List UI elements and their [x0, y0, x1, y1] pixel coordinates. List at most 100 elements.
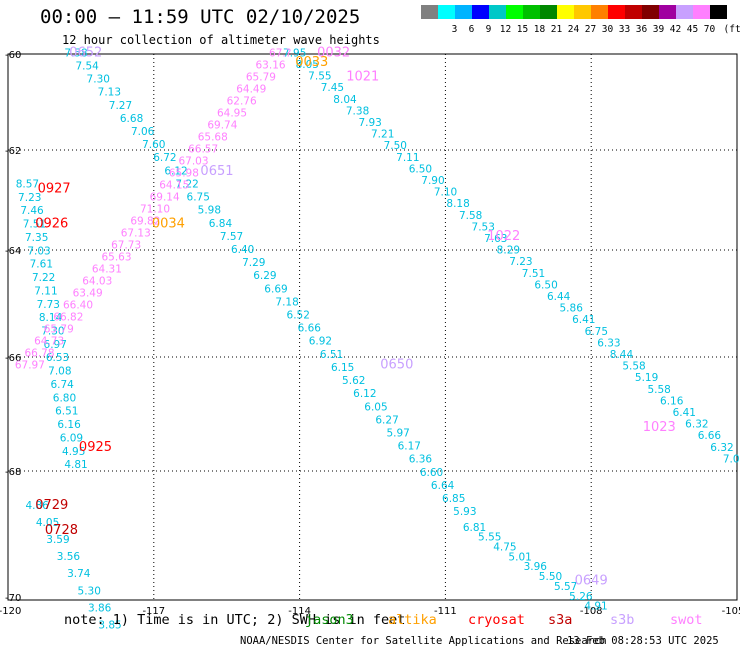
wave-height-value: 67.? [269, 47, 291, 59]
longitude-label: -120 [0, 606, 21, 617]
latitude-label: -66 [5, 353, 21, 364]
wave-height-value: 3.59 [46, 534, 69, 546]
wave-height-value: 4.75 [493, 542, 516, 554]
satellite-legend-item: swot [670, 612, 703, 628]
wave-height-value: 65.98 [169, 167, 199, 179]
wave-height-value: 62.76 [227, 95, 257, 107]
wave-height-value: 4.81 [64, 459, 87, 471]
latitude-label: -68 [5, 467, 21, 478]
map-frame [7, 53, 738, 601]
wave-height-value: 6.68 [120, 113, 143, 125]
satellite-legend-item: cryosat [468, 612, 525, 628]
wave-height-value: 7.55 [308, 71, 331, 83]
wave-height-value: 6.12 [353, 388, 376, 400]
wave-height-value: 6.69 [264, 283, 287, 295]
wave-height-value: 6.60 [420, 467, 443, 479]
wave-height-value: 64.31 [92, 263, 122, 275]
wave-height-value: 7.13 [98, 87, 121, 99]
pass-id-label: 0033 [295, 55, 328, 70]
wave-height-value: 7.51 [522, 268, 545, 280]
wave-height-value: 5.19 [635, 372, 658, 384]
color-swatch [659, 5, 676, 19]
wave-height-value: 6.40 [231, 244, 254, 256]
wave-height-value: 5.98 [198, 205, 221, 217]
pass-id-label: 0650 [380, 357, 413, 372]
wave-height-value: 6.75 [187, 192, 210, 204]
wave-height-value: 7.58 [459, 210, 482, 222]
color-scale-tick: 33 [618, 24, 631, 35]
satellite-legend-item: s3b [610, 612, 635, 628]
wave-height-value: 65.79 [246, 71, 276, 83]
wave-height-value: 6.66 [698, 430, 722, 442]
wave-height-value: 5.01 [508, 551, 531, 563]
wave-height-value: 6.36 [409, 454, 433, 466]
wave-height-value: 6.50 [409, 163, 432, 175]
color-scale-tick: 12 [499, 24, 512, 35]
wave-height-value: 5.97 [386, 427, 409, 439]
wave-height-value: 5.26 [569, 591, 593, 603]
wave-height-value: 6.85 [442, 493, 465, 505]
wave-height-value: 7.11 [34, 285, 57, 297]
wave-height-value: 7.21 [371, 129, 394, 141]
color-swatch [489, 5, 506, 19]
wave-height-value: 8.04 [333, 94, 357, 106]
wave-height-value: 6.81 [463, 522, 486, 534]
wave-height-value: 6.29 [253, 270, 276, 282]
wave-height-value: 7.53 [472, 221, 495, 233]
wave-height-value: 8.29 [497, 245, 520, 257]
pass-id-label: 0926 [35, 217, 68, 232]
color-scale-tick: 30 [601, 24, 614, 35]
wave-height-value: 5.93 [453, 506, 476, 518]
wave-height-value: 3.74 [67, 568, 91, 580]
color-scale-tick: 70 [703, 24, 716, 35]
wave-height-value: 6.17 [398, 441, 421, 453]
wave-height-value: 69.74 [207, 119, 237, 131]
wave-height-value: 7.35 [25, 232, 48, 244]
wave-height-value: 66.40 [63, 299, 93, 311]
wave-height-value: 7.29 [242, 257, 265, 269]
color-swatch [455, 5, 472, 19]
wave-height-value: 63.16 [256, 59, 286, 71]
longitude-label: -108 [580, 606, 603, 617]
wave-height-value: 8.44 [610, 349, 634, 361]
wave-height-value: 6.74 [50, 379, 74, 391]
wave-height-value: 65.68 [198, 131, 228, 143]
wave-height-value: 6.44 [547, 291, 571, 303]
latitude-label: -70 [5, 593, 21, 604]
color-swatch [693, 5, 710, 19]
wave-height-value: 6.72 [153, 152, 176, 164]
wave-height-value: 67.97 [15, 359, 45, 371]
longitude-label: -117 [142, 606, 165, 617]
wave-height-value: 64.03 [82, 275, 112, 287]
wave-height-value: 6.32 [685, 419, 708, 431]
wave-height-value: 5.58 [647, 384, 670, 396]
wave-height-value: 7.63 [484, 233, 507, 245]
color-swatch [557, 5, 574, 19]
longitude-label: -105 [722, 606, 740, 617]
wave-height-value: 4.05 [36, 517, 59, 529]
wave-height-value: 7.73 [37, 299, 60, 311]
wave-height-value: 6.50 [534, 279, 557, 291]
wave-height-value: 6.15 [331, 362, 354, 374]
wave-height-value: 7.22 [175, 178, 198, 190]
wave-height-value: 7.11 [396, 152, 419, 164]
pass-id-label: 0649 [575, 573, 608, 588]
wave-height-value: 69.82 [130, 215, 160, 227]
satellite-legend-item: s3a [548, 612, 573, 628]
wave-height-value: 66.82 [53, 311, 83, 323]
wave-height-value: 6.51 [320, 349, 343, 361]
color-swatch [710, 5, 727, 19]
color-scale-tick: 18 [533, 24, 546, 35]
wave-height-value: 7.18 [275, 296, 298, 308]
wave-height-value: 6.75 [585, 326, 608, 338]
color-swatch [506, 5, 523, 19]
wave-height-value: 69.14 [150, 191, 180, 203]
color-scale-tick: 21 [550, 24, 563, 35]
wave-height-value: 6.66 [298, 323, 322, 335]
wave-height-value: 7.51 [23, 219, 46, 231]
wave-height-value: 7.27 [109, 100, 132, 112]
map-subtitle: 12 hour collection of altimeter wave hei… [62, 33, 380, 47]
pass-id-label: 1022 [487, 229, 520, 244]
wave-height-value: 7.03 [27, 245, 50, 257]
